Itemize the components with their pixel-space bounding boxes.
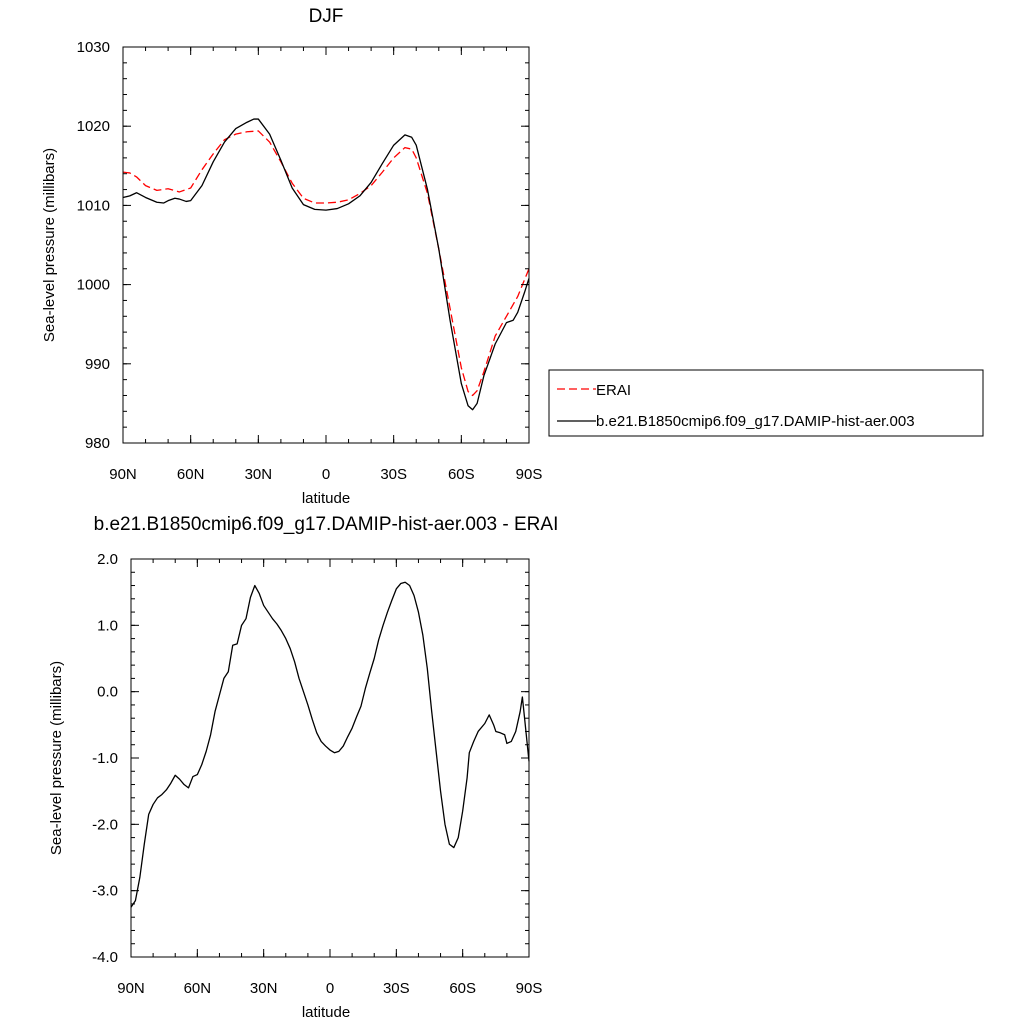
- top-x-axis-label: latitude: [302, 490, 350, 507]
- bottom-x-tick-label: 90S: [516, 980, 543, 997]
- bottom-y-tick-label: 2.0: [97, 551, 118, 568]
- legend-box: [548, 369, 984, 437]
- bottom-y-axis-label: Sea-level pressure (millibars): [48, 661, 65, 855]
- top-y-tick-label: 990: [85, 356, 110, 373]
- bottom-x-tick-label: 30S: [383, 980, 410, 997]
- top-x-tick-label: 90S: [516, 466, 543, 483]
- top-x-tick-label: 30S: [380, 466, 407, 483]
- bottom-chart-title: b.e21.B1850cmip6.f09_g17.DAMIP-hist-aer.…: [94, 514, 559, 535]
- top-y-tick-label: 980: [85, 435, 110, 452]
- top-chart-title: DJF: [309, 6, 344, 27]
- top-y-tick-label: 1010: [77, 197, 110, 214]
- bottom-x-tick-label: 0: [326, 980, 334, 997]
- bottom-y-tick-label: -4.0: [92, 949, 118, 966]
- top-y-tick-label: 1020: [77, 118, 110, 135]
- bottom-x-tick-label: 60N: [184, 980, 212, 997]
- top-series-line-erai: [122, 130, 530, 397]
- top-x-tick-label: 90N: [109, 466, 137, 483]
- bottom-y-tick-label: -2.0: [92, 816, 118, 833]
- bottom-y-tick-label: -1.0: [92, 750, 118, 767]
- legend: ERAI b.e21.B1850cmip6.f09_g17.DAMIP-hist…: [548, 369, 984, 437]
- bottom-series-line-difference: [130, 581, 530, 908]
- top-series-line-b-e21-b1850cmip6-f09-g17-damip-hist-aer-003: [122, 118, 530, 411]
- top-x-tick-label: 60S: [448, 466, 475, 483]
- legend-label-erai: ERAI: [596, 382, 631, 399]
- bottom-y-tick-label: -3.0: [92, 883, 118, 900]
- top-y-tick-label: 1030: [77, 39, 110, 56]
- top-x-tick-label: 60N: [177, 466, 205, 483]
- legend-label-model: b.e21.B1850cmip6.f09_g17.DAMIP-hist-aer.…: [596, 413, 915, 430]
- bottom-y-tick-label: 1.0: [97, 617, 118, 634]
- top-y-axis-label: Sea-level pressure (millibars): [41, 148, 58, 342]
- top-x-tick-label: 0: [322, 466, 330, 483]
- top-y-tick-label: 1000: [77, 277, 110, 294]
- bottom-x-tick-label: 60S: [449, 980, 476, 997]
- bottom-chart-panel: b.e21.B1850cmip6.f09_g17.DAMIP-hist-aer.…: [48, 514, 558, 1021]
- top-chart-panel: DJF 90N 60N 30N 0 30S 60S 90S 980 990 1000 1010 10…: [41, 6, 984, 507]
- top-x-tick-label: 30N: [245, 466, 273, 483]
- top-plot-frame: [122, 46, 530, 444]
- bottom-y-tick-label: 0.0: [97, 684, 118, 701]
- bottom-x-tick-label: 30N: [250, 980, 278, 997]
- bottom-x-tick-label: 90N: [117, 980, 145, 997]
- bottom-x-axis-label: latitude: [302, 1004, 350, 1021]
